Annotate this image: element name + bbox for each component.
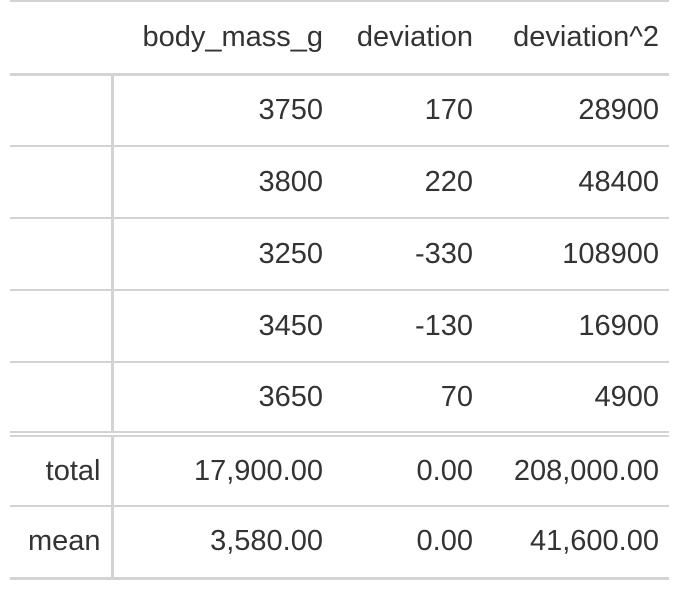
cell-deviation-squared: 28900 — [483, 74, 669, 147]
table-row: 3800 220 48400 — [10, 146, 669, 219]
cell-deviation-squared: 48400 — [483, 146, 669, 219]
row-stub — [10, 362, 114, 437]
cell-deviation: -130 — [333, 290, 483, 363]
cell-deviation: 170 — [333, 74, 483, 147]
summary-body: total 17,900.00 0.00 208,000.00 mean 3,5… — [10, 434, 669, 580]
cell-body-mass-g: 3450 — [112, 290, 333, 363]
summary-row-mean: mean 3,580.00 0.00 41,600.00 — [10, 506, 669, 580]
cell-deviation-squared: 16900 — [483, 290, 669, 363]
row-stub — [10, 290, 114, 363]
cell-body-mass-g: 3250 — [112, 218, 333, 291]
summary-deviation: 0.00 — [333, 434, 483, 507]
cell-deviation-squared: 108900 — [483, 218, 669, 291]
cell-deviation-squared: 4900 — [483, 362, 669, 437]
header-row: body_mass_g deviation deviation^2 — [10, 0, 669, 76]
table-row: 3650 70 4900 — [10, 362, 669, 437]
data-table-container: body_mass_g deviation deviation^2 3750 1… — [10, 0, 669, 580]
table-header: body_mass_g deviation deviation^2 — [10, 0, 669, 76]
cell-body-mass-g: 3650 — [112, 362, 333, 437]
table-row: 3250 -330 108900 — [10, 218, 669, 291]
data-table: body_mass_g deviation deviation^2 3750 1… — [10, 0, 669, 580]
row-stub — [10, 74, 114, 147]
header-body-mass-g: body_mass_g — [112, 0, 333, 76]
cell-deviation: 70 — [333, 362, 483, 437]
summary-body-mass-g: 3,580.00 — [112, 506, 333, 580]
summary-label: mean — [10, 506, 114, 580]
summary-body-mass-g: 17,900.00 — [112, 434, 333, 507]
summary-deviation: 0.00 — [333, 506, 483, 580]
cell-deviation: 220 — [333, 146, 483, 219]
table-row: 3750 170 28900 — [10, 74, 669, 147]
header-deviation-squared: deviation^2 — [483, 0, 669, 76]
summary-deviation-squared: 208,000.00 — [483, 434, 669, 507]
header-deviation: deviation — [333, 0, 483, 76]
cell-deviation: -330 — [333, 218, 483, 291]
cell-body-mass-g: 3800 — [112, 146, 333, 219]
table-row: 3450 -130 16900 — [10, 290, 669, 363]
summary-deviation-squared: 41,600.00 — [483, 506, 669, 580]
cell-body-mass-g: 3750 — [112, 74, 333, 147]
row-stub — [10, 146, 114, 219]
summary-label: total — [10, 434, 114, 507]
table-body: 3750 170 28900 3800 220 48400 3250 -330 … — [10, 74, 669, 437]
summary-row-total: total 17,900.00 0.00 208,000.00 — [10, 434, 669, 507]
row-stub — [10, 218, 114, 291]
header-stub — [10, 0, 112, 76]
